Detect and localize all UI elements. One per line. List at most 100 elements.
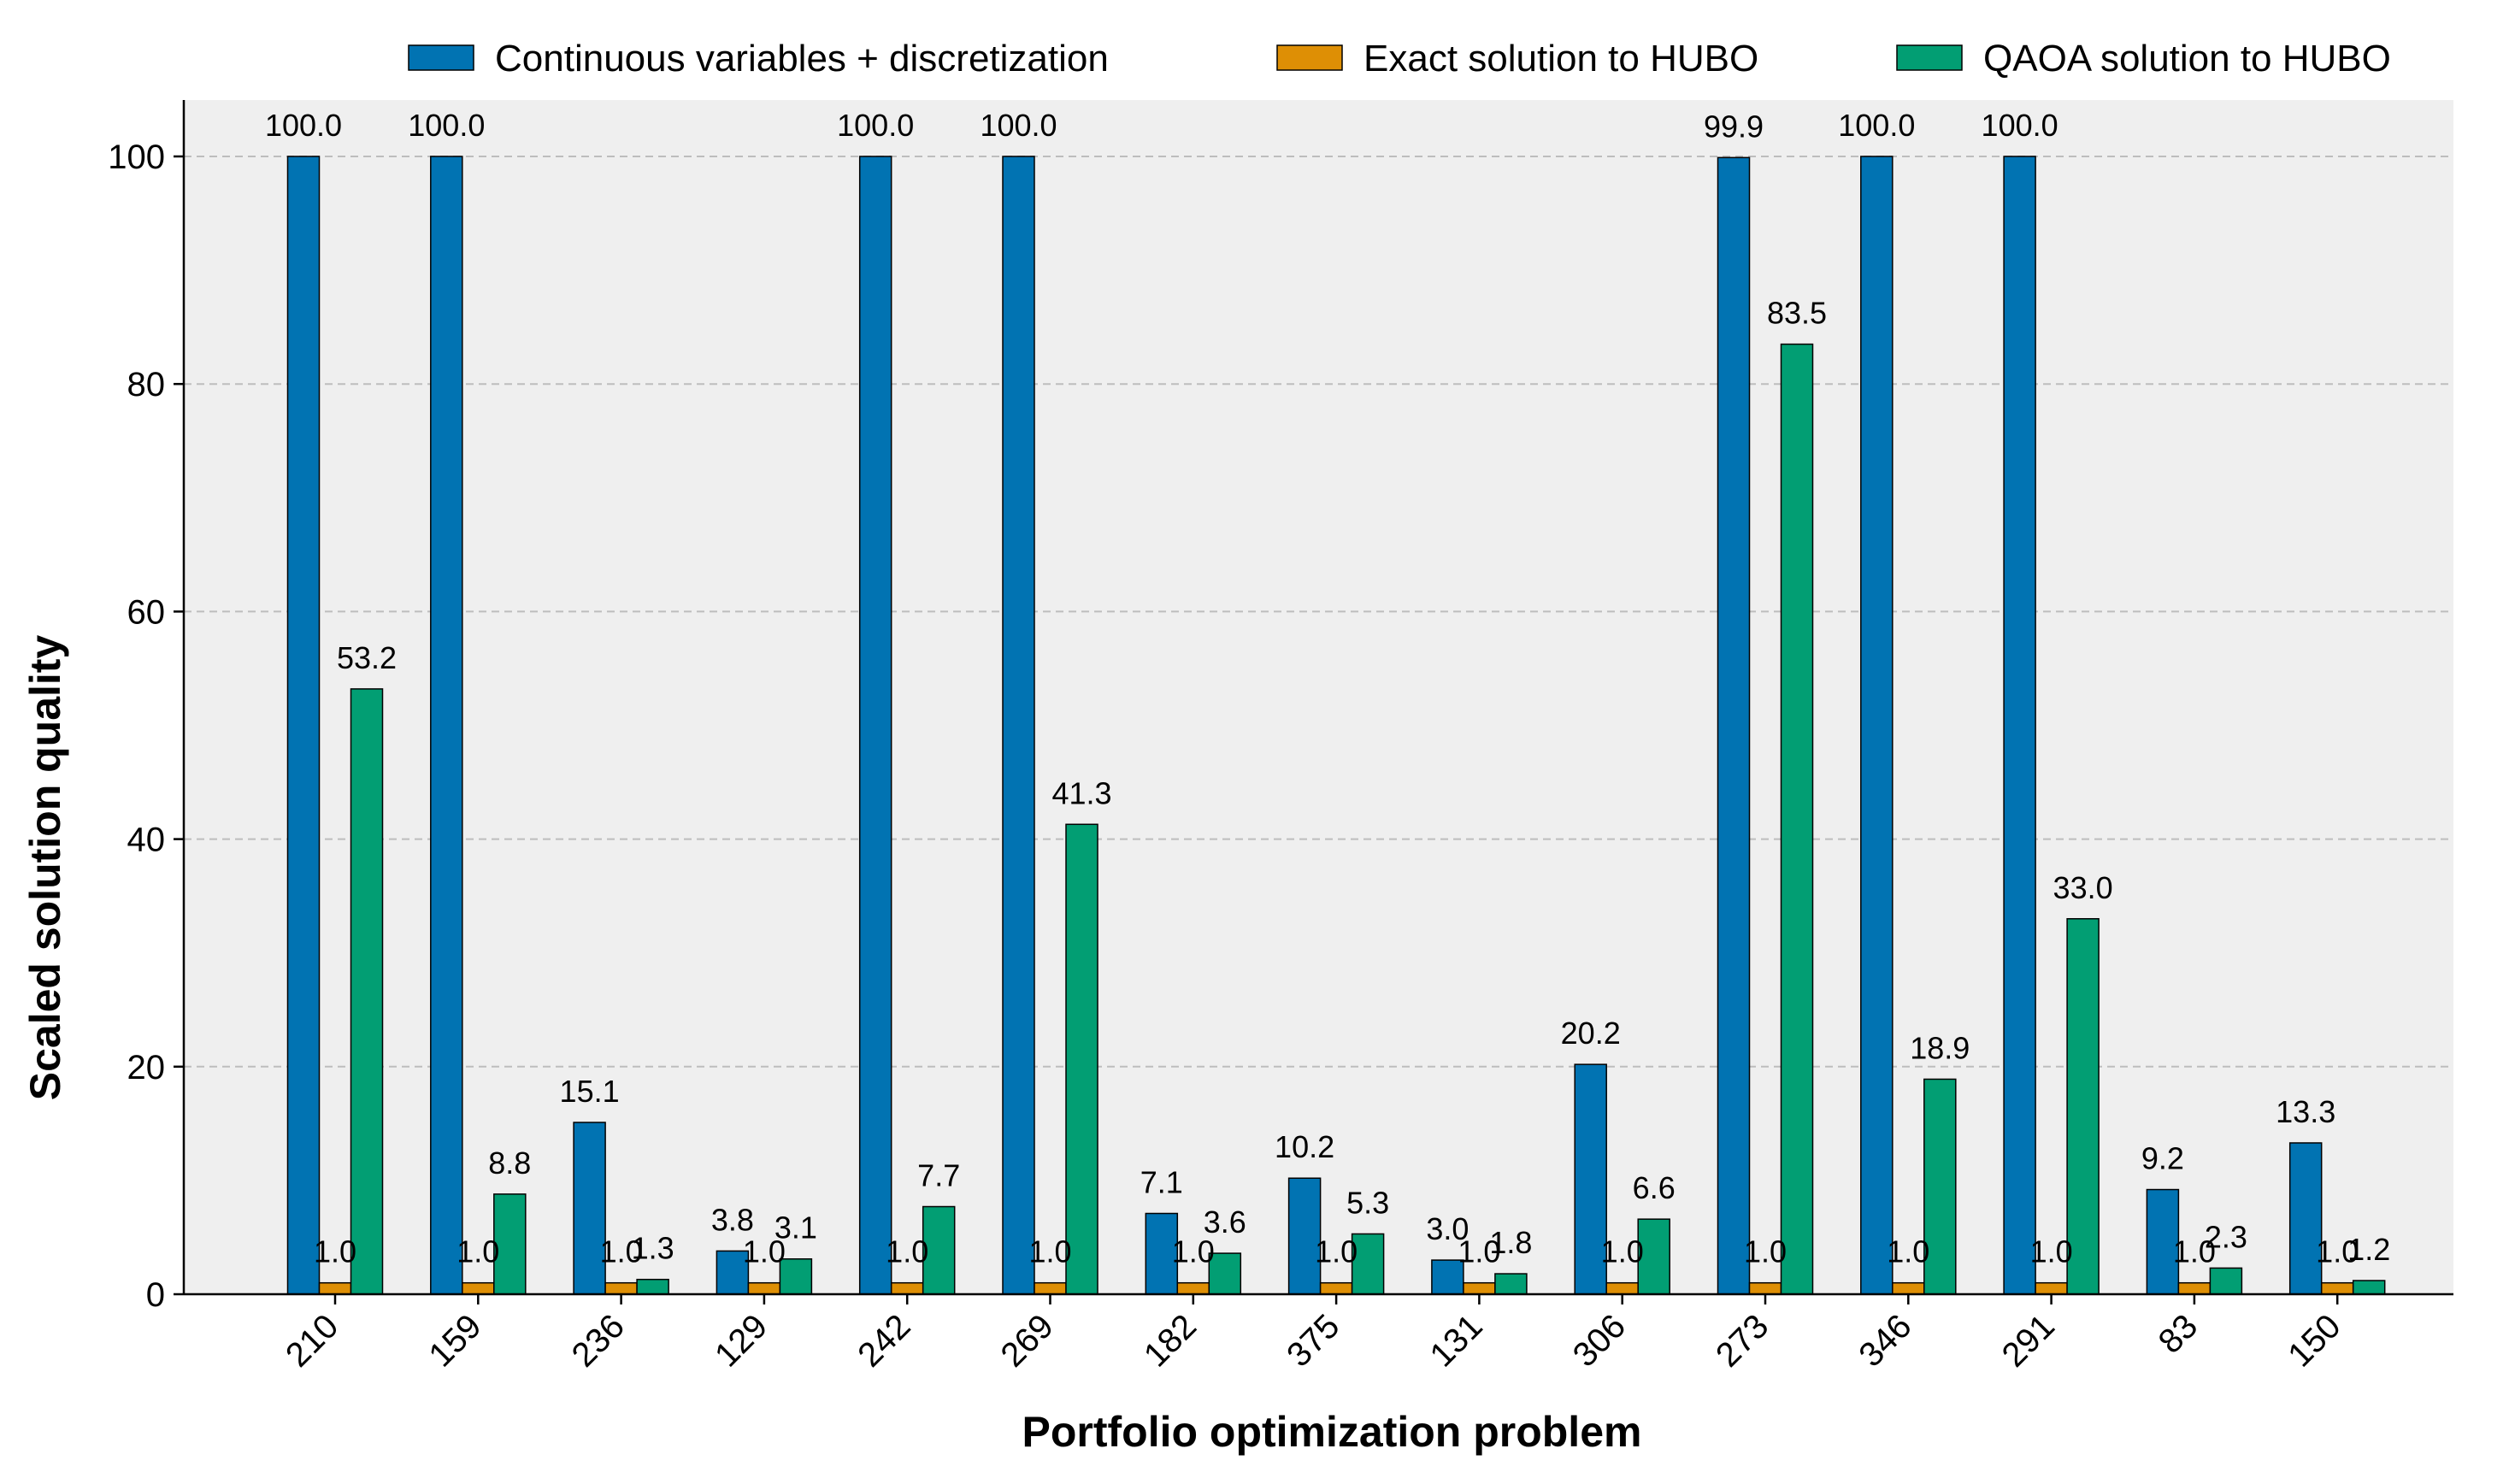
bar-value-label: 100.0 xyxy=(408,108,485,143)
bar-value-label: 100.0 xyxy=(837,108,914,143)
legend-label: Continuous variables + discretization xyxy=(495,38,1109,80)
bar xyxy=(890,1281,924,1295)
x-tick-label: 242 xyxy=(851,1307,917,1374)
bar xyxy=(1860,156,1894,1295)
legend-swatch xyxy=(408,44,474,71)
bar xyxy=(716,1250,750,1295)
bar-value-label: 1.0 xyxy=(1172,1234,1215,1269)
bar-value-label: 3.0 xyxy=(1426,1211,1469,1246)
bar xyxy=(747,1281,781,1295)
bar-value-label: 3.1 xyxy=(774,1210,817,1246)
bar xyxy=(430,156,463,1295)
x-tick-label: 306 xyxy=(1566,1307,1633,1374)
bar-value-label: 1.0 xyxy=(743,1234,786,1269)
bar xyxy=(318,1281,352,1295)
bar-value-label: 1.0 xyxy=(600,1234,643,1269)
bar xyxy=(1319,1281,1353,1295)
bar-value-label: 1.0 xyxy=(2316,1234,2359,1269)
y-tick-label: 40 xyxy=(127,822,166,859)
bar-value-label: 5.3 xyxy=(1346,1185,1389,1220)
bar xyxy=(1145,1212,1179,1295)
x-axis-title: Portfolio optimization problem xyxy=(1022,1408,1642,1456)
x-tick-label: 129 xyxy=(708,1307,774,1374)
x-tick-label: 375 xyxy=(1280,1307,1346,1374)
bar-value-label: 83.5 xyxy=(1767,296,1827,331)
bar xyxy=(1431,1259,1464,1295)
bar-value-label: 20.2 xyxy=(1561,1016,1621,1051)
bar-value-label: 7.7 xyxy=(917,1158,960,1193)
legend-swatch xyxy=(1276,44,1343,71)
bar-value-label: 9.2 xyxy=(2141,1141,2184,1176)
bar xyxy=(1208,1252,1242,1295)
bar-value-label: 100.0 xyxy=(1982,108,2058,143)
x-tick-label: 150 xyxy=(2281,1307,2347,1374)
bar xyxy=(350,688,384,1295)
bar xyxy=(286,156,321,1295)
bar xyxy=(1892,1281,1925,1295)
bar-value-label: 1.0 xyxy=(2173,1234,2216,1269)
bar-value-label: 1.0 xyxy=(1601,1234,1644,1269)
bar-value-label: 100.0 xyxy=(980,108,1057,143)
x-tick-label: 131 xyxy=(1422,1307,1489,1374)
bar-value-label: 18.9 xyxy=(1910,1030,1970,1065)
bar-value-label: 13.3 xyxy=(2276,1094,2335,1129)
bar xyxy=(493,1193,527,1295)
bar xyxy=(1351,1233,1385,1295)
bar xyxy=(2320,1281,2354,1295)
bar xyxy=(636,1278,669,1295)
legend-label: QAOA solution to HUBO xyxy=(1983,38,2391,80)
y-axis-title: Scaled solution quality xyxy=(21,635,69,1101)
bar xyxy=(922,1205,956,1295)
bar xyxy=(1065,823,1098,1295)
bar-value-label: 1.8 xyxy=(1489,1225,1532,1260)
bar-value-label: 3.8 xyxy=(711,1202,754,1237)
y-tick-label: 80 xyxy=(127,366,166,403)
bar-value-label: 6.6 xyxy=(1633,1170,1676,1205)
x-tick-label: 236 xyxy=(565,1307,632,1374)
bar-value-label: 2.3 xyxy=(2205,1219,2247,1254)
x-tick-label: 210 xyxy=(279,1307,345,1374)
x-tick-label: 273 xyxy=(1709,1307,1776,1374)
x-tick-label: 182 xyxy=(1137,1307,1204,1374)
bar-value-label: 15.1 xyxy=(560,1074,620,1109)
bar-value-label: 7.1 xyxy=(1140,1164,1183,1199)
bar-value-label: 99.9 xyxy=(1704,109,1764,144)
x-tick-label: 159 xyxy=(421,1307,488,1374)
bar xyxy=(2209,1267,2243,1295)
bar-value-label: 53.2 xyxy=(337,640,397,675)
bar xyxy=(858,156,892,1295)
y-tick-label: 20 xyxy=(127,1049,166,1086)
x-axis-ticks: 210 159 236 129 242 269 182 375 131 306 273 346 291 8… xyxy=(279,1294,2348,1375)
bar xyxy=(1002,156,1035,1295)
y-tick-label: 60 xyxy=(127,593,166,631)
bar xyxy=(1176,1281,1210,1295)
bar xyxy=(604,1281,638,1295)
y-axis-ticks: 0 20 40 60 80 100 xyxy=(108,138,184,1314)
legend-swatch xyxy=(1896,44,1963,71)
x-tick-label: 346 xyxy=(1852,1307,1918,1374)
bar xyxy=(779,1257,813,1295)
bar xyxy=(462,1281,495,1295)
bar-value-label: 1.0 xyxy=(314,1234,356,1269)
bar xyxy=(1748,1281,1782,1295)
bar xyxy=(1574,1063,1607,1295)
x-tick-label: 83 xyxy=(2152,1307,2206,1361)
bar xyxy=(2066,918,2100,1295)
bar xyxy=(1463,1281,1496,1295)
bar-value-label: 1.0 xyxy=(1315,1234,1358,1269)
bar xyxy=(573,1122,606,1295)
bar-value-label: 8.8 xyxy=(488,1145,531,1181)
bar-value-label: 41.3 xyxy=(1051,775,1111,810)
x-tick-label: 269 xyxy=(994,1307,1061,1374)
bar-value-label: 1.3 xyxy=(632,1231,674,1266)
bar xyxy=(1494,1273,1528,1295)
bar xyxy=(1287,1177,1322,1295)
bar xyxy=(1717,156,1751,1295)
bar-value-label: 1.0 xyxy=(886,1234,928,1269)
bar-value-label: 1.0 xyxy=(1887,1234,1929,1269)
data-labels-group: 100.01.053.2100.01.08.815.11.01.33.81.03… xyxy=(265,108,2390,1269)
bar xyxy=(2288,1142,2323,1295)
bar-value-label: 1.0 xyxy=(1028,1234,1071,1269)
bar-value-label: 3.6 xyxy=(1204,1204,1246,1240)
